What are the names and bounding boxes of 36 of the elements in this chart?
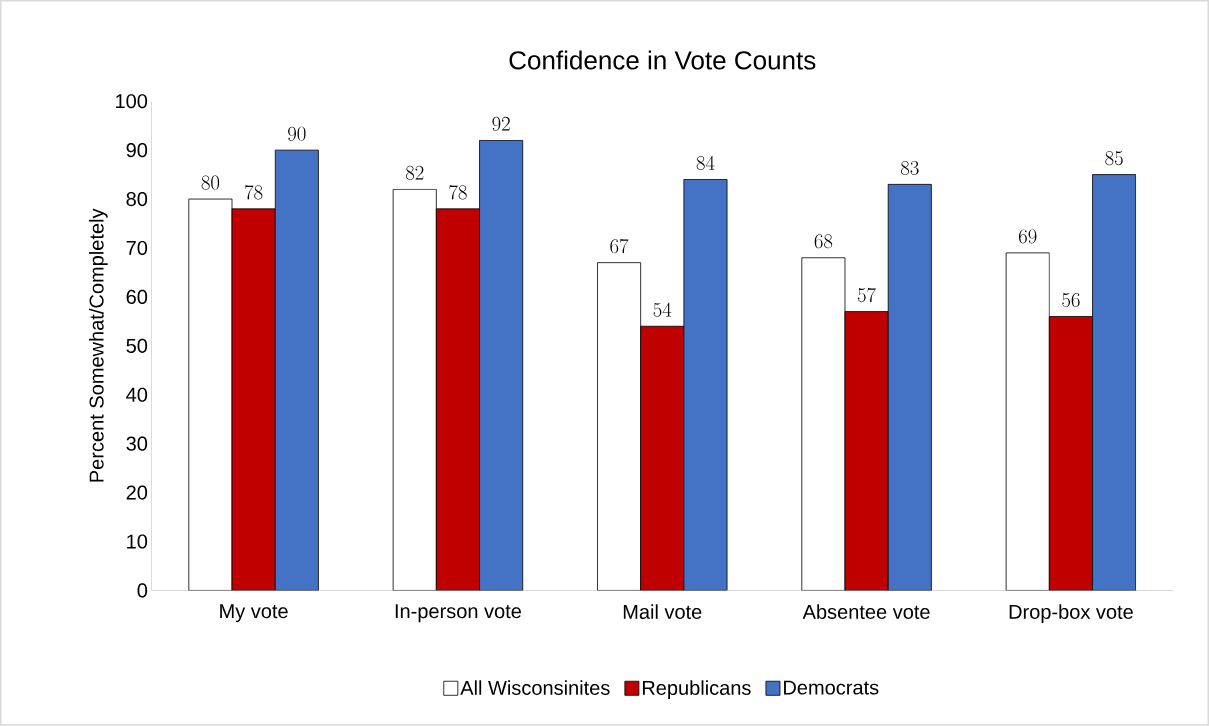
x-tick-label: Absentee vote [802,604,930,620]
y-tick-label: 60 [126,289,148,305]
y-tick-label: 10 [127,534,148,549]
data-label: 68 [814,234,833,249]
data-label: 67 [610,238,629,254]
data-label: 56 [1062,293,1080,308]
data-label: 85 [1105,151,1123,166]
y-tick-label: 90 [126,143,148,158]
data-label: 78 [245,185,263,200]
y-tick-label: 40 [126,387,148,402]
legend-label: Democrats [784,680,879,695]
data-label: 92 [492,116,510,131]
x-tick-label: My vote [220,604,288,623]
x-tick-label: Mail vote [623,604,702,620]
data-label: 82 [405,165,424,180]
data-label: 80 [201,175,220,190]
y-tick-label: 0 [137,583,148,598]
y-tick-label: 30 [126,436,148,451]
legend-label: Republicans [642,680,751,700]
y-tick-label: 70 [126,240,148,256]
data-label: 83 [900,160,919,176]
chart-title: Confidence in Vote Counts [509,50,816,70]
x-tick-label: Drop-box vote [1009,604,1133,624]
y-tick-label: 50 [126,338,148,353]
data-label: 54 [653,302,672,317]
data-label: 57 [857,287,876,303]
data-label: 84 [696,155,715,171]
x-tick-label: In-person vote [395,604,521,623]
data-label: 90 [288,126,306,141]
data-label: 78 [449,185,467,200]
legend-label: All Wisconsinites [460,680,610,696]
data-label: 69 [1019,229,1037,244]
y-tick-label: 80 [126,192,148,207]
y-axis-title: Percent Somewhat/Completely [88,208,108,482]
y-tick-label: 100 [116,94,148,109]
y-tick-label: 20 [126,485,148,500]
